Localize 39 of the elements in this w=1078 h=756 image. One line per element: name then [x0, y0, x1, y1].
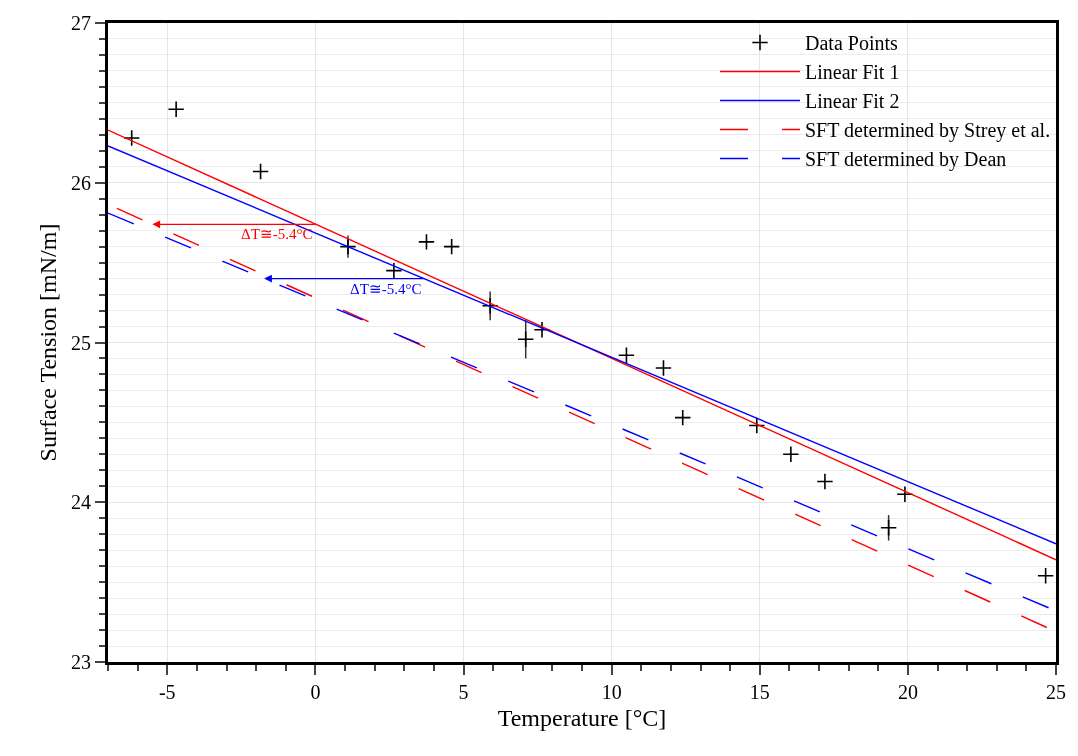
legend-label: Linear Fit 2 [805, 90, 900, 113]
point [481, 297, 499, 315]
point [385, 262, 403, 280]
point [443, 238, 461, 256]
point [252, 163, 270, 181]
y-tick-label: 23 [71, 651, 91, 673]
legend-label: SFT determined by Strey et al. [805, 119, 1051, 143]
legend-label: Linear Fit 1 [805, 61, 900, 84]
legend-label: Data Points [805, 32, 898, 55]
legend-label: SFT determined by Dean [805, 148, 1007, 172]
point [617, 346, 635, 364]
point [417, 233, 435, 251]
x-tick-label: -5 [158, 681, 176, 703]
x-axis-title: Temperature [°C] [497, 705, 667, 732]
x-tick-label: 10 [601, 681, 622, 703]
x-tick-label: 5 [458, 681, 469, 703]
point [816, 472, 834, 490]
x-tick-label: 0 [310, 681, 321, 703]
point [654, 359, 672, 377]
y-tick-label: 25 [71, 331, 91, 354]
x-tick-label: 25 [1046, 681, 1066, 703]
point [896, 485, 914, 503]
y-tick-label: 27 [71, 12, 91, 34]
y-axis-title: Surface Tension [mN/m] [35, 223, 62, 462]
point [782, 445, 800, 463]
y-tick-label: 26 [71, 171, 91, 194]
annotation: ΔT≅-5.4°C [350, 281, 422, 297]
point [880, 519, 898, 537]
point [674, 409, 692, 427]
annotation: ΔT≅-5.4°C [241, 226, 313, 242]
point [517, 330, 535, 348]
point [748, 417, 766, 435]
x-tick-label: 15 [749, 681, 770, 703]
x-tick-label: 20 [897, 681, 918, 703]
point [339, 238, 357, 256]
point [1037, 567, 1055, 585]
point [167, 100, 185, 118]
y-tick-label: 24 [71, 491, 91, 514]
point [123, 129, 141, 147]
